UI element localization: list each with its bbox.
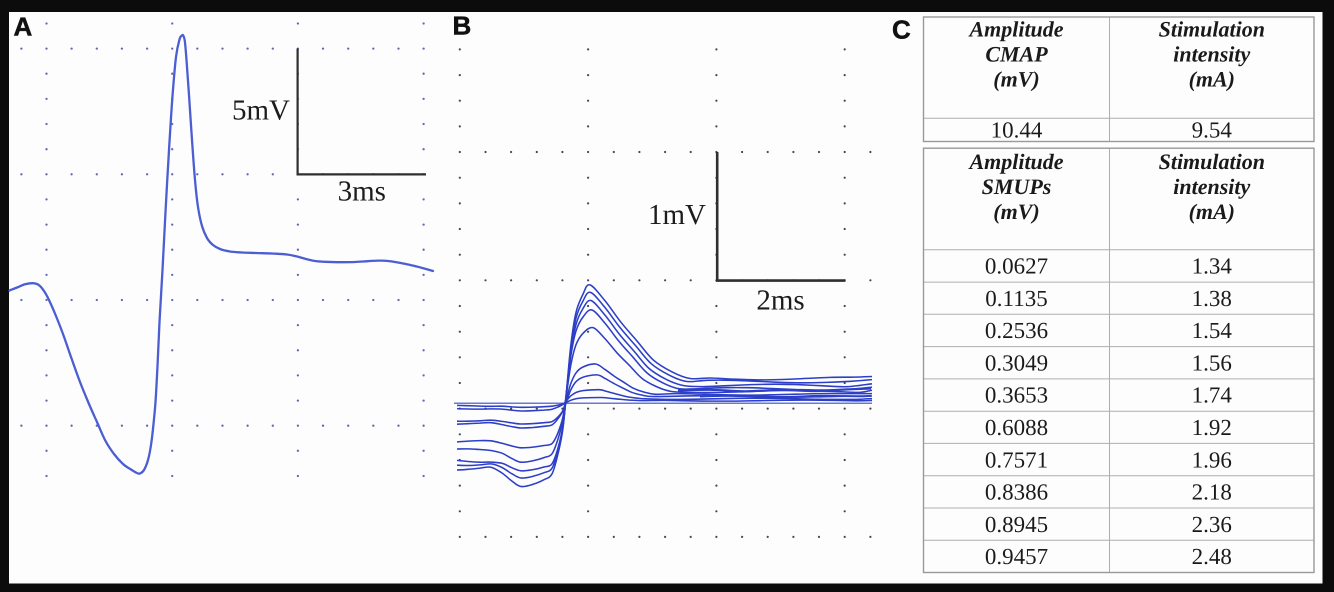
svg-text:intensity: intensity [1173,174,1250,199]
svg-text:(mA): (mA) [1189,67,1235,92]
svg-text:0.1135: 0.1135 [985,286,1047,311]
svg-text:(mA): (mA) [1189,199,1235,224]
svg-text:A: A [14,12,33,42]
svg-text:1.54: 1.54 [1192,318,1233,343]
svg-text:1.92: 1.92 [1192,415,1232,440]
svg-text:Amplitude: Amplitude [967,149,1063,174]
svg-text:0.9457: 0.9457 [985,544,1048,569]
svg-text:5mV: 5mV [232,95,290,127]
svg-text:0.2536: 0.2536 [985,318,1048,343]
svg-text:10.44: 10.44 [991,118,1043,143]
svg-text:0.7571: 0.7571 [985,447,1048,472]
svg-text:Amplitude: Amplitude [967,17,1063,42]
svg-text:2.48: 2.48 [1192,544,1232,569]
svg-text:C: C [892,15,911,45]
svg-text:1.74: 1.74 [1192,383,1233,408]
svg-text:(mV): (mV) [993,199,1039,224]
svg-text:(mV): (mV) [993,67,1039,92]
svg-text:0.6088: 0.6088 [985,415,1048,440]
svg-text:Stimulation: Stimulation [1159,17,1265,42]
svg-text:1.96: 1.96 [1192,447,1232,472]
svg-text:2.36: 2.36 [1192,512,1232,537]
svg-text:CMAP: CMAP [985,42,1048,67]
svg-text:0.0627: 0.0627 [985,254,1048,279]
svg-text:1.38: 1.38 [1192,286,1232,311]
svg-text:0.8945: 0.8945 [985,512,1048,537]
svg-text:SMUPs: SMUPs [982,174,1052,199]
svg-text:intensity: intensity [1173,42,1250,67]
svg-text:0.3653: 0.3653 [985,383,1048,408]
svg-text:B: B [453,11,472,41]
svg-text:0.8386: 0.8386 [985,480,1048,505]
svg-text:1mV: 1mV [648,199,706,231]
svg-text:2ms: 2ms [756,285,804,317]
svg-text:2.18: 2.18 [1192,480,1232,505]
svg-text:0.3049: 0.3049 [985,350,1048,375]
svg-text:1.34: 1.34 [1192,254,1233,279]
svg-text:1.56: 1.56 [1192,350,1232,375]
svg-text:Stimulation: Stimulation [1159,149,1265,174]
svg-text:3ms: 3ms [338,175,386,207]
svg-text:9.54: 9.54 [1192,118,1233,143]
